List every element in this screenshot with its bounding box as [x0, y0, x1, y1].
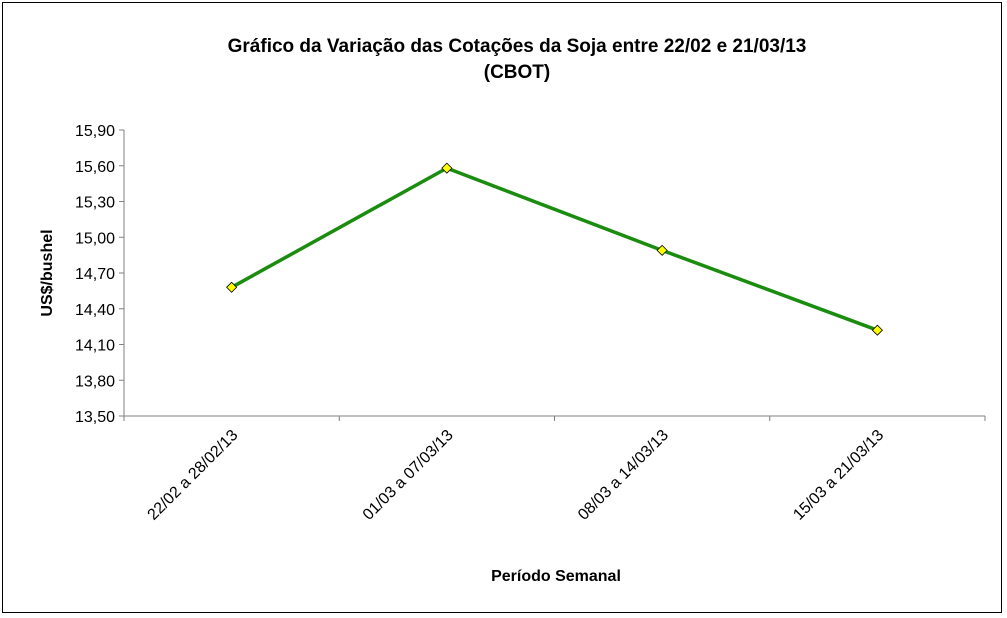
y-tick-label: 15,60	[75, 159, 115, 176]
y-tick-label: 15,00	[75, 230, 115, 247]
y-tick-label: 13,80	[75, 373, 115, 390]
x-tick-labels: 22/02 a 28/02/13 01/03 a 07/03/13 08/03 a …	[145, 427, 888, 524]
y-tick-label: 14,70	[75, 266, 115, 283]
y-tick-labels: 13,50 13,80 14,10 14,40 14,70 15,00 15,30 15,60…	[75, 123, 115, 426]
x-tick-label: 08/03 a 14/03/13	[575, 427, 672, 524]
x-tick-label: 01/03 a 07/03/13	[360, 427, 457, 524]
y-tick-label: 15,90	[75, 123, 115, 140]
x-tick-label: 15/03 a 21/03/13	[790, 427, 887, 524]
chart-title-line1: Gráfico da Variação das Cotações da Soja…	[228, 36, 807, 57]
y-tick-label: 13,50	[75, 409, 115, 426]
data-point-marker	[871, 324, 883, 336]
y-tick-label: 14,40	[75, 302, 115, 319]
plot-area	[226, 162, 883, 336]
x-tick-label: 22/02 a 28/02/13	[145, 427, 242, 524]
series-line	[230, 166, 878, 332]
x-axis-title: Período Semanal	[491, 568, 621, 585]
y-axis-title: US$/bushel	[39, 229, 56, 316]
data-point-marker	[656, 244, 668, 256]
chart-title-line2: (CBOT)	[484, 62, 550, 83]
y-tick-label: 14,10	[75, 338, 115, 355]
y-tick-label: 15,30	[75, 195, 115, 212]
axes	[119, 129, 986, 421]
data-point-marker	[226, 281, 238, 293]
data-point-marker	[441, 162, 453, 174]
